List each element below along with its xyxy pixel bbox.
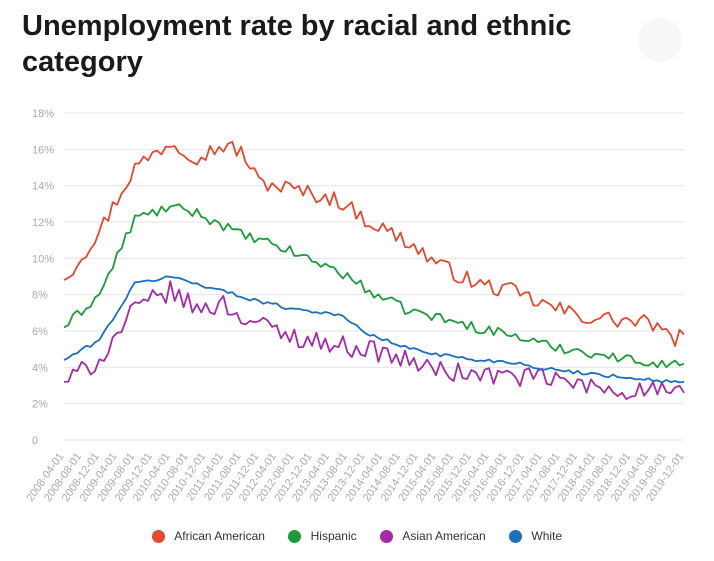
series-line-asian-american[interactable] xyxy=(63,280,685,401)
series-lines xyxy=(63,140,685,401)
legend-swatch-asian-american xyxy=(380,529,393,543)
x-axis: 2008-04-012008-08-012008-12-012009-04-01… xyxy=(24,451,686,504)
legend-item-asian-american[interactable]: Asian American xyxy=(380,528,486,543)
y-axis: 0 2% 4% 6% 8% 10% 12% 14% 16% 18% xyxy=(32,108,54,447)
legend-swatch-hispanic xyxy=(288,529,302,543)
y-tick-label: 10% xyxy=(32,253,54,265)
legend-item-african-american[interactable]: African American xyxy=(151,528,265,544)
grid-lines xyxy=(64,112,684,441)
share-icon[interactable] xyxy=(638,18,682,62)
legend-label: White xyxy=(531,529,563,544)
legend-label: Asian American xyxy=(402,529,486,544)
series-line-african-american[interactable] xyxy=(63,140,685,347)
legend-label: African American xyxy=(174,529,265,544)
legend-item-hispanic[interactable]: Hispanic xyxy=(288,528,357,544)
y-tick-label: 6% xyxy=(32,326,48,338)
y-tick-label: 16% xyxy=(32,144,54,156)
y-tick-label: 2% xyxy=(32,399,48,411)
y-tick-label: 0 xyxy=(32,435,38,447)
y-tick-label: 8% xyxy=(32,290,48,302)
legend-label: Hispanic xyxy=(310,529,357,544)
chart-area: 0 2% 4% 6% 8% 10% 12% 14% 16% 18% 2008-04-012008-… xyxy=(24,108,686,504)
chart-title: Unemployment rate by racial and ethnic c… xyxy=(22,10,572,78)
legend-swatch-african-american xyxy=(151,529,165,543)
legend: African American Hispanic Asian American… xyxy=(0,528,714,543)
legend-swatch-white xyxy=(509,529,523,543)
legend-item-white[interactable]: White xyxy=(509,528,562,543)
series-line-white[interactable] xyxy=(63,275,685,384)
y-tick-label: 18% xyxy=(32,108,54,120)
y-tick-label: 4% xyxy=(32,362,48,374)
y-tick-label: 12% xyxy=(32,217,54,229)
y-tick-label: 14% xyxy=(32,181,54,193)
series-line-hispanic[interactable] xyxy=(63,203,685,369)
